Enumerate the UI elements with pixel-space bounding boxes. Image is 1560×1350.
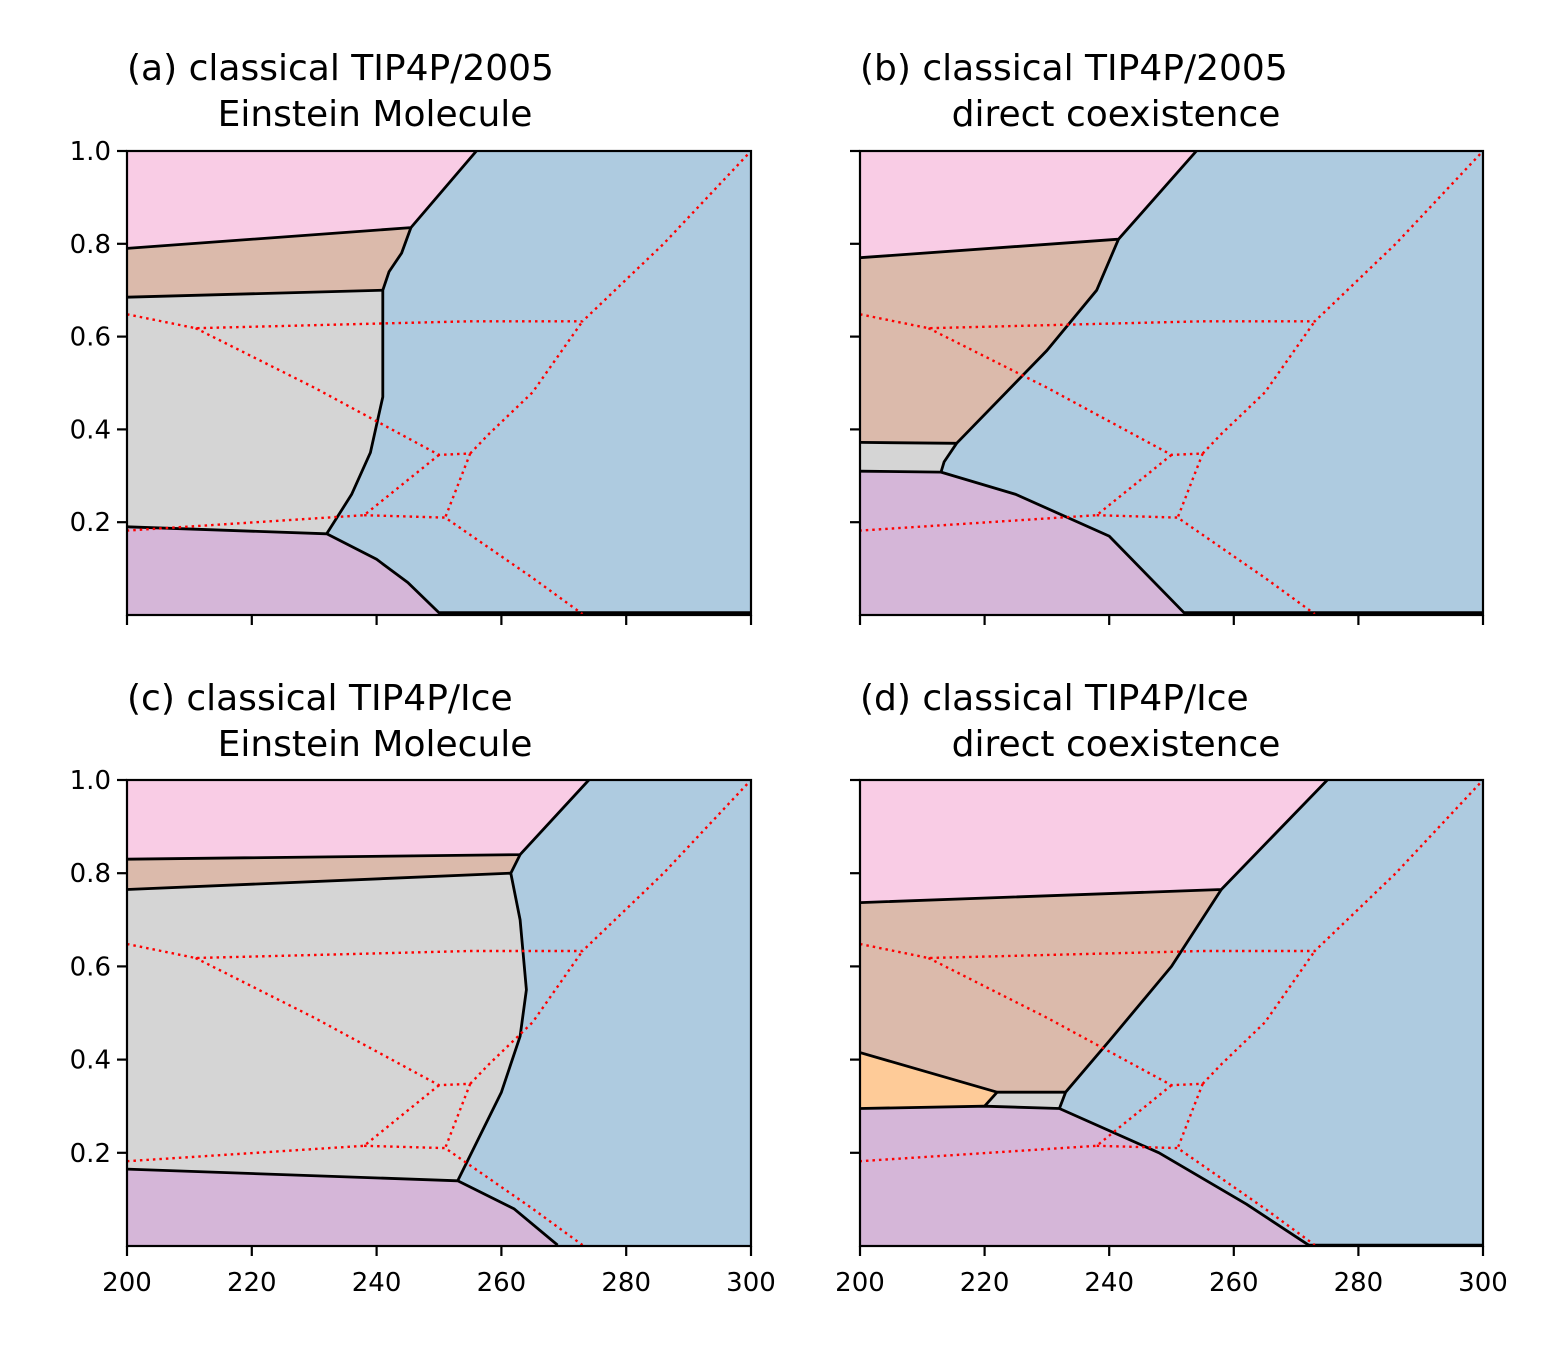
panel-a-plot-area [127, 151, 751, 615]
phase-region-blue [457, 780, 751, 1246]
panel-a: (a) classical TIP4P/2005 Einstein Molecu… [70, 48, 753, 625]
phase-region-purple [127, 526, 751, 615]
y-tick-label: 0.8 [70, 230, 111, 260]
reference-dotted-line [127, 1084, 440, 1163]
reference-dotted-line [364, 1144, 584, 1246]
reference-dotted-line [127, 780, 751, 960]
x-tick-label: 280 [1334, 1268, 1384, 1298]
reference-dotted-line [1176, 453, 1204, 519]
reference-dotted-line [195, 327, 471, 457]
y-tick-label: 0.6 [70, 323, 111, 353]
phase-region-pink [127, 151, 477, 249]
panel-b: (b) classical TIP4P/2005 direct coexiste… [850, 48, 1485, 625]
reference-dotted-line [444, 1083, 472, 1149]
panel-b-title-line2: direct coexistence [952, 94, 1281, 135]
phase-boundary-line [860, 469, 1483, 615]
x-tick-label: 220 [960, 1268, 1010, 1298]
x-tick-label: 300 [726, 1268, 776, 1298]
y-tick-label: 0.2 [70, 508, 111, 538]
reference-dotted-line [1096, 514, 1316, 615]
phase-boundary-line [127, 525, 751, 615]
phase-region-purple [860, 471, 1483, 615]
phase-boundary-line [983, 1091, 999, 1108]
reference-dotted-line [860, 453, 1173, 532]
panel-a-axes-frame [125, 149, 753, 617]
phase-region-tan [860, 239, 1119, 444]
panel-d: (d) classical TIP4P/Ice direct coexisten… [835, 678, 1508, 1298]
phase-region-tan [860, 889, 1222, 1093]
x-tick-label: 200 [102, 1268, 152, 1298]
y-tick-label: 0.8 [70, 859, 111, 889]
reference-dotted-line [195, 956, 471, 1087]
reference-dotted-line [364, 514, 584, 615]
x-tick-label: 240 [1084, 1268, 1134, 1298]
y-tick-label: 0.4 [70, 415, 111, 445]
phase-region-blue [941, 151, 1483, 613]
panel-a-title-line1: (a) classical TIP4P/2005 [127, 48, 554, 89]
phase-region-pink [127, 780, 589, 860]
panel-c-plot-area [127, 780, 751, 1246]
panel-c-title-line2: Einstein Molecule [218, 724, 533, 765]
phase-boundary-line [127, 1167, 559, 1246]
phase-region-pink [860, 151, 1197, 258]
phase-region-gray [127, 290, 383, 534]
y-tick-label: 0.4 [70, 1046, 111, 1076]
phase-boundary-line [127, 871, 511, 891]
x-tick-label: 240 [352, 1268, 402, 1298]
reference-dotted-line [860, 1084, 1173, 1163]
phase-region-purple [860, 1106, 1483, 1246]
y-tick-label: 0.6 [70, 952, 111, 982]
phase-region-purple [127, 1169, 751, 1246]
phase-boundary-line [127, 288, 383, 299]
reference-dotted-line [1096, 1144, 1316, 1246]
panel-d-plot-area [860, 780, 1483, 1246]
phase-boundary-line [860, 441, 957, 445]
x-tick-label: 280 [601, 1268, 651, 1298]
panel-d-title-line1: (d) classical TIP4P/Ice [860, 678, 1249, 719]
phase-region-tan [127, 854, 521, 890]
phase-boundary-line [939, 238, 1120, 473]
phase-region-gray [127, 873, 527, 1181]
y-tick-label: 0.2 [70, 1139, 111, 1169]
panel-a-title-line2: Einstein Molecule [218, 94, 533, 135]
panel-d-title-line2: direct coexistence [952, 724, 1281, 765]
panel-d-axes-frame [858, 778, 1485, 1248]
phase-region-orange [860, 1052, 998, 1109]
reference-dotted-line [1201, 320, 1316, 455]
x-tick-label: 220 [227, 1268, 277, 1298]
x-tick-label: 300 [1458, 1268, 1508, 1298]
phase-boundary-line [1058, 888, 1223, 1109]
x-tick-label: 200 [835, 1268, 885, 1298]
panel-b-plot-area [860, 151, 1483, 615]
reference-dotted-line [927, 327, 1203, 457]
y-tick-label: 1.0 [70, 766, 111, 796]
panel-b-axes-frame [858, 149, 1485, 617]
y-tick-label: 1.0 [70, 137, 111, 167]
panel-b-title-line1: (b) classical TIP4P/2005 [860, 48, 1288, 89]
reference-dotted-line [1176, 1083, 1204, 1149]
panel-c-axes-frame [125, 778, 753, 1248]
reference-dotted-line [127, 151, 751, 330]
panel-c: (c) classical TIP4P/Ice Einstein Molecul… [70, 678, 776, 1298]
x-tick-label: 260 [1209, 1268, 1259, 1298]
phase-boundary-line [325, 227, 413, 535]
phase-region-gray [984, 1092, 1066, 1109]
reference-dotted-line [1201, 950, 1316, 1085]
phase-region-tan [127, 227, 411, 298]
reference-dotted-line [444, 453, 472, 519]
phase-region-pink [860, 780, 1328, 903]
reference-dotted-line [127, 453, 440, 532]
phase-region-gray [860, 442, 957, 473]
panel-c-title-line1: (c) classical TIP4P/Ice [127, 678, 513, 719]
x-tick-label: 260 [477, 1268, 527, 1298]
reference-dotted-line [469, 320, 584, 455]
reference-dotted-line [469, 950, 584, 1085]
phase-boundary-line [456, 853, 528, 1182]
reference-dotted-line [927, 956, 1203, 1087]
